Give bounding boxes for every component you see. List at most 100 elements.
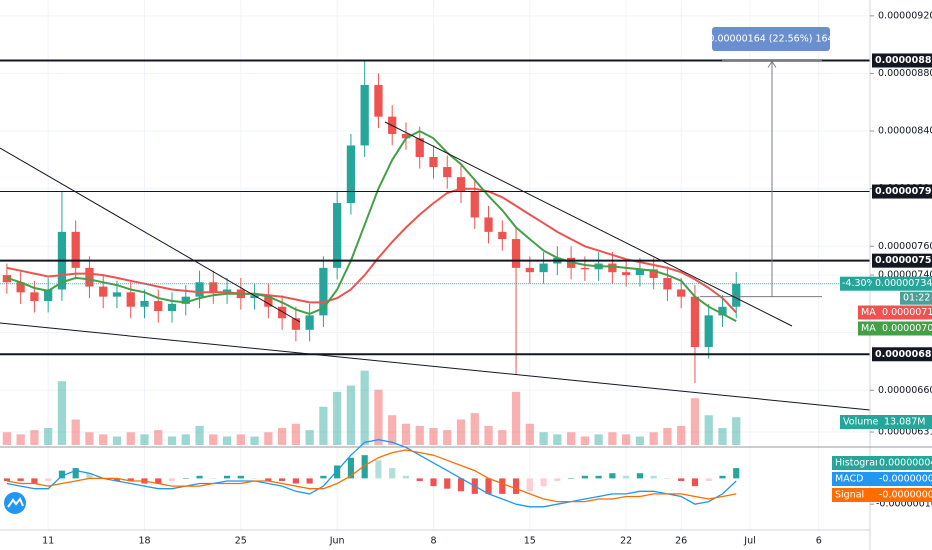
histogram-bar <box>678 478 685 481</box>
candle-body <box>264 295 273 307</box>
grid <box>0 0 870 530</box>
histogram-label: 0.00000004 <box>879 458 932 469</box>
volume-bar <box>30 430 39 445</box>
measure-box <box>712 27 830 51</box>
histogram-bar <box>72 468 79 479</box>
histogram-bar <box>361 455 368 479</box>
candle-body <box>222 289 232 293</box>
ma-name: MA <box>861 323 876 334</box>
macd-tag <box>877 472 932 486</box>
histogram-bar <box>650 475 657 479</box>
volume-bar <box>470 413 479 445</box>
level-label: 0.00000798 <box>875 186 932 197</box>
volume-bar <box>250 436 259 445</box>
histogram-bar <box>485 478 492 494</box>
histogram-bar <box>347 457 355 479</box>
histogram-name: Histogram <box>835 458 884 469</box>
candle-body <box>415 138 424 157</box>
volume-bar <box>663 428 672 445</box>
candle-body <box>250 295 259 299</box>
candle-body <box>539 263 548 273</box>
candle-body <box>456 177 466 192</box>
candle-body <box>663 277 672 290</box>
x-tick-label: 25 <box>235 536 247 547</box>
volume-bar <box>44 428 53 445</box>
x-tick-label: 26 <box>675 536 687 547</box>
histogram-bar <box>86 473 93 479</box>
candle-body <box>126 292 135 307</box>
x-tick-label: 6 <box>816 536 822 547</box>
histogram-bar <box>664 478 671 479</box>
volume-bar <box>374 389 383 445</box>
histogram-bar <box>265 478 272 481</box>
x-tick-label: 22 <box>620 536 632 547</box>
volume-bar <box>732 417 741 445</box>
histogram-bar <box>223 475 231 479</box>
signal-name-tag <box>832 488 877 502</box>
histogram-bar <box>237 475 244 479</box>
level-tag <box>872 184 932 199</box>
candle-body <box>30 292 39 301</box>
level-tag <box>872 253 932 268</box>
histogram-tag <box>877 456 932 470</box>
volume-bar <box>443 430 452 445</box>
axis-layer: 11 18 25 Jun 8 15 22 26 Jul 6 0.00000920 0.00000880… <box>42 10 932 546</box>
histogram-bar <box>416 478 423 481</box>
candle-body <box>374 84 383 117</box>
volume-bar <box>388 415 397 445</box>
candle-body <box>484 217 493 232</box>
histogram-bar <box>17 478 24 481</box>
candle-body <box>44 289 53 301</box>
candle-body <box>511 239 521 268</box>
histogram-bar <box>636 473 644 479</box>
histogram-bar <box>334 465 341 479</box>
volume-bar <box>608 432 617 445</box>
x-tick-label: 11 <box>42 536 54 547</box>
candle-body <box>71 231 80 268</box>
candle-body <box>635 269 645 276</box>
volume-bar <box>360 370 369 445</box>
y-tick-label: -0.00000010 <box>876 499 932 510</box>
ma-name-tag <box>858 321 880 336</box>
ma-label: 0.00000708 <box>882 323 932 334</box>
volume-name: Volume <box>843 417 878 428</box>
y-tick-label: 0.00000660 <box>878 385 932 396</box>
histogram-bar <box>3 478 10 481</box>
label-layer: 0.00000889 0.00000798 0.00000750 0.00000685… <box>708 27 932 502</box>
price-tag <box>872 276 932 291</box>
arrow-head <box>767 60 777 68</box>
trend-line <box>384 121 793 327</box>
candle-body <box>333 203 342 268</box>
volume-bar <box>305 430 314 445</box>
candle-body <box>291 318 300 330</box>
trend-line <box>0 322 871 411</box>
measure-label: 0.00000164 (22.56%) 164 <box>708 34 833 45</box>
histogram-bar <box>389 468 396 479</box>
histogram-bar <box>402 475 410 479</box>
histogram-bar <box>182 478 189 479</box>
histogram-bar <box>127 478 134 481</box>
histogram-bar <box>705 478 712 481</box>
signal-label: -0.00000006 <box>879 490 932 501</box>
candle-body <box>608 263 617 273</box>
signal-line <box>6 449 737 503</box>
histogram-bar <box>196 475 203 479</box>
candle-body <box>319 267 328 316</box>
x-tick-label: 15 <box>524 536 536 547</box>
volume-bar <box>635 436 645 445</box>
histogram-bar <box>444 478 451 489</box>
candle-body <box>140 300 149 307</box>
candle-body <box>154 300 163 312</box>
volume-bar <box>525 423 534 445</box>
candle-body <box>277 306 287 319</box>
histogram-bar <box>512 478 520 494</box>
candle-body <box>622 272 631 276</box>
x-tick-label: Jul <box>743 536 755 547</box>
volume-bar <box>140 434 149 445</box>
histogram-bar <box>168 478 176 481</box>
level-label: 0.00000750 <box>875 255 932 266</box>
candle-body <box>525 267 534 273</box>
macd-name-tag <box>832 472 877 486</box>
histogram-bar <box>554 478 561 481</box>
